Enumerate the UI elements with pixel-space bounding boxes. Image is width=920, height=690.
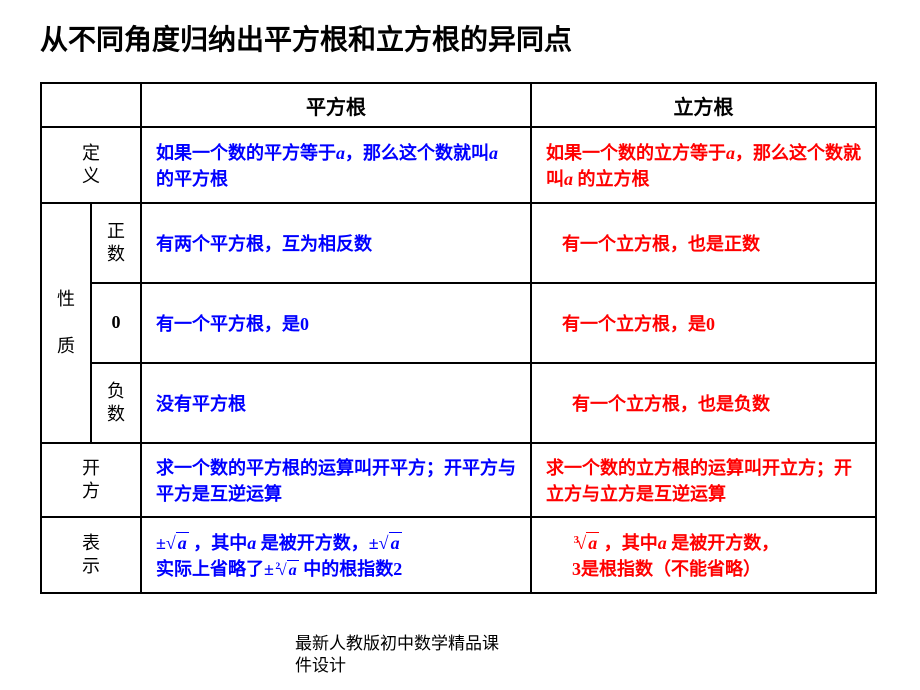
page-title: 从不同角度归纳出平方根和立方根的异同点 [40,18,880,58]
header-cube-root: 立方根 [531,83,876,127]
zero-label: 0 [91,283,141,363]
sqrt-symbol: √a [166,533,189,554]
header-blank [41,83,141,127]
negative-label: 负数 [91,363,141,443]
header-row: 平方根 立方根 [41,83,876,127]
property-zero-row: 0 有一个平方根，是0 有一个立方根，是0 [41,283,876,363]
representation-cube: 3√a ，其中a 是被开方数， 3是根指数（不能省略） [531,517,876,593]
header-square-root: 平方根 [141,83,531,127]
positive-cube: 有一个立方根，也是正数 [531,203,876,283]
representation-row: 表示 ±√a ，其中a 是被开方数，±√a 实际上省略了±2√a 中的根指数2 … [41,517,876,593]
comparison-table: 平方根 立方根 定义 如果一个数的平方等于a，那么这个数就叫a 的平方根 如果一… [40,82,877,594]
positive-square: 有两个平方根，互为相反数 [141,203,531,283]
zero-square: 有一个平方根，是0 [141,283,531,363]
representation-label: 表示 [41,517,141,593]
negative-cube: 有一个立方根，也是负数 [531,363,876,443]
positive-label: 正数 [91,203,141,283]
property-label: 性质 [41,203,91,443]
footer-watermark: 最新人教版初中数学精品课件设计 [295,633,499,677]
cbrt-symbol: 3√a [572,533,599,554]
operation-cube: 求一个数的立方根的运算叫开立方；开立方与立方是互逆运算 [531,443,876,517]
zero-cube: 有一个立方根，是0 [531,283,876,363]
negative-square: 没有平方根 [141,363,531,443]
operation-square: 求一个数的平方根的运算叫开平方；开平方与平方是互逆运算 [141,443,531,517]
definition-row: 定义 如果一个数的平方等于a，那么这个数就叫a 的平方根 如果一个数的立方等于a… [41,127,876,203]
property-negative-row: 负数 没有平方根 有一个立方根，也是负数 [41,363,876,443]
operation-label: 开方 [41,443,141,517]
operation-row: 开方 求一个数的平方根的运算叫开平方；开平方与平方是互逆运算 求一个数的立方根的… [41,443,876,517]
property-positive-row: 性质 正数 有两个平方根，互为相反数 有一个立方根，也是正数 [41,203,876,283]
definition-label: 定义 [41,127,141,203]
representation-square: ±√a ，其中a 是被开方数，±√a 实际上省略了±2√a 中的根指数2 [141,517,531,593]
definition-cube: 如果一个数的立方等于a，那么这个数就叫a 的立方根 [531,127,876,203]
definition-square: 如果一个数的平方等于a，那么这个数就叫a 的平方根 [141,127,531,203]
